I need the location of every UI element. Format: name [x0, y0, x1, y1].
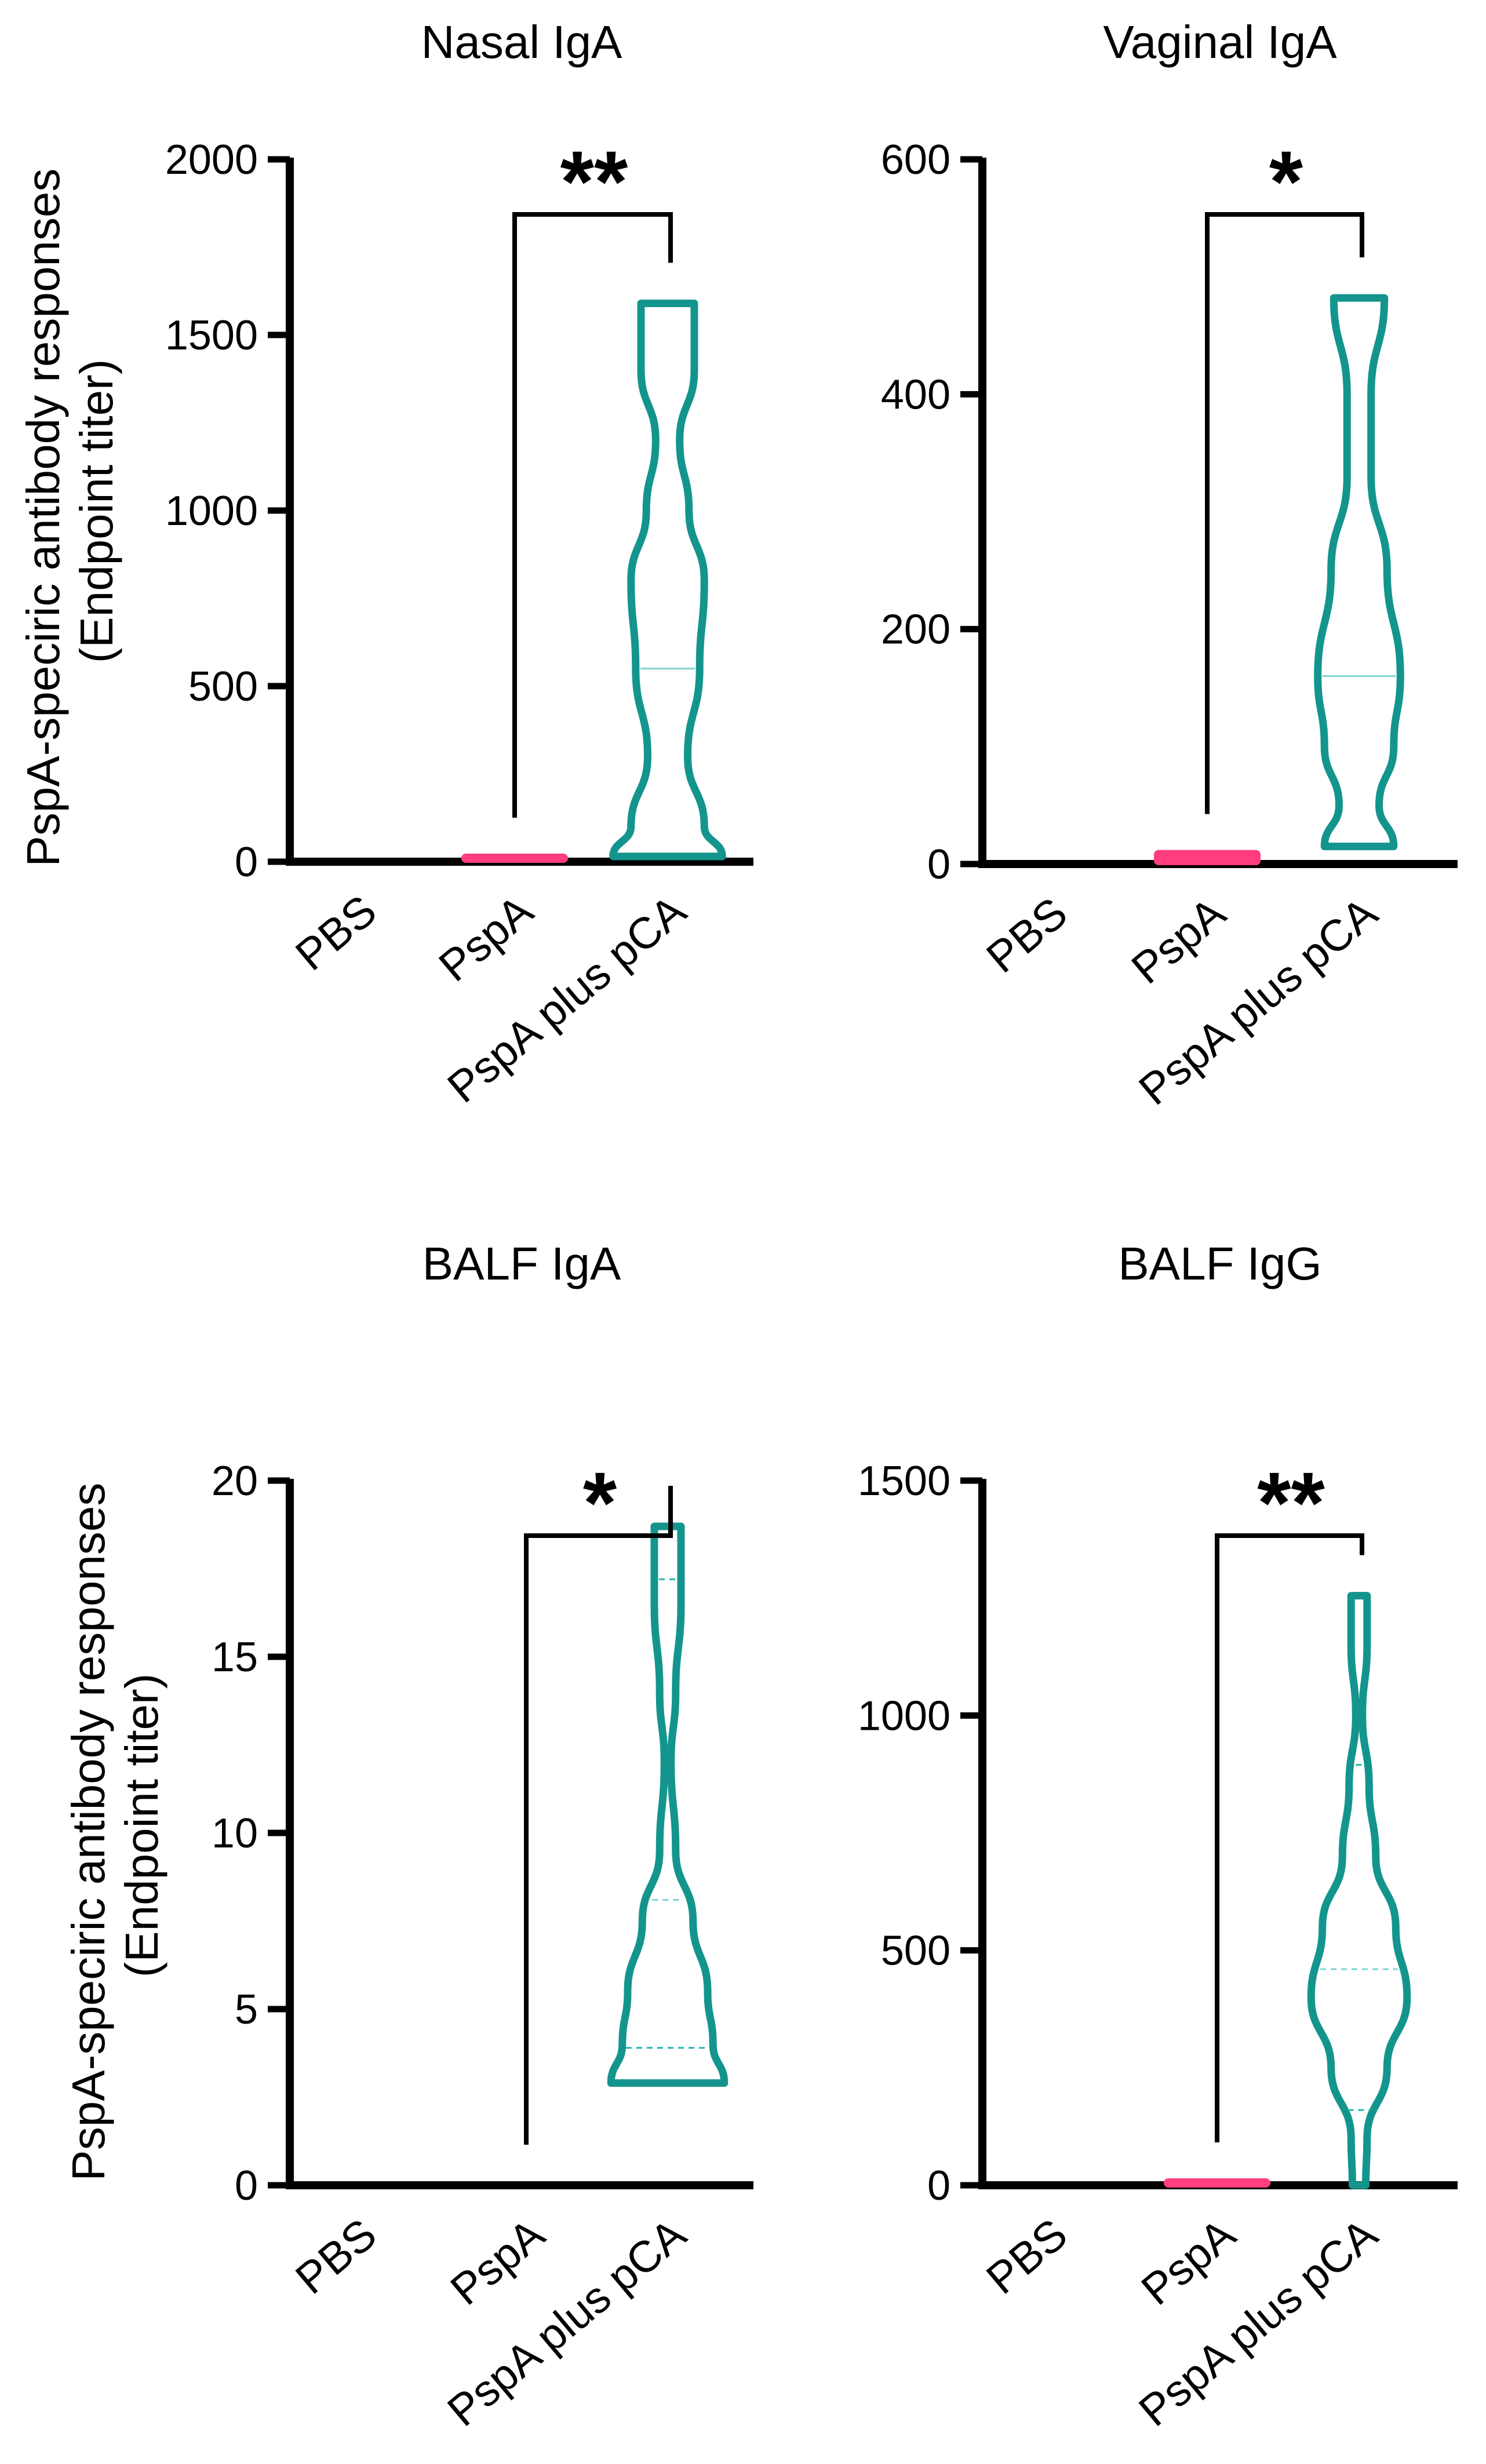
y-tick-label: 0	[235, 2163, 258, 2209]
y-tick-label: 10	[212, 1810, 258, 1857]
y-axis-label-top: PspA-speciric antibody responses (Endpoi…	[17, 155, 122, 866]
significance-bracket	[524, 1486, 673, 2145]
category-label: PspA	[442, 2209, 554, 2314]
y-axis-label-bottom-line1: PspA-speciric antibody responses	[63, 1483, 114, 2181]
y-tick-label: 5	[235, 1986, 258, 2033]
category-label: PspA	[430, 885, 542, 991]
y-tick-label: 600	[881, 137, 950, 183]
y-axis-label-bottom: PspA-speciric antibody responses (Endpoi…	[63, 1470, 167, 2181]
y-tick-label: 0	[927, 2163, 950, 2209]
category-label: PspA	[1123, 888, 1235, 993]
y-tick-label: 500	[881, 1928, 950, 1974]
y-tick-label: 1500	[165, 312, 258, 359]
y-tick-label: 1000	[165, 488, 258, 534]
category-label: PBS	[977, 2210, 1076, 2304]
y-tick-label: 0	[235, 839, 258, 885]
chart-title: BALF IgA	[423, 1238, 621, 1289]
y-tick-label: 0	[927, 841, 950, 888]
significance-stars: *	[1269, 133, 1303, 230]
significance-stars: *	[583, 1454, 617, 1551]
series-pspa-plus-pca-violin	[1314, 294, 1404, 851]
y-tick-label: 400	[881, 371, 950, 418]
category-label: PBS	[286, 2210, 385, 2304]
significance-bracket	[512, 212, 673, 818]
chart-title: BALF IgG	[1118, 1238, 1321, 1289]
y-axis-label-top-line2: (Endpoint titer)	[71, 359, 122, 664]
series-pspa	[461, 853, 568, 863]
series-pspa-plus-pca-violin	[1307, 1592, 1411, 2189]
series-pspa-plus-pca-violin	[609, 299, 726, 861]
chart-title: Nasal IgA	[421, 16, 622, 68]
significance-bracket	[1215, 1533, 1364, 2142]
y-tick-label: 1500	[858, 1458, 950, 1504]
y-axis-label-top-line1: PspA-speciric antibody responses	[17, 169, 69, 867]
y-tick-label: 2000	[165, 137, 258, 183]
y-tick-label: 200	[881, 607, 950, 653]
category-label: PBS	[286, 886, 385, 981]
significance-bracket	[1205, 212, 1364, 814]
series-pspa	[1164, 2178, 1270, 2188]
y-tick-label: 1000	[858, 1693, 950, 1739]
y-tick-label: 15	[212, 1634, 258, 1681]
y-axis-label-bottom-line2: (Endpoint titer)	[116, 1674, 167, 1978]
chart-title: Vaginal IgA	[1103, 16, 1337, 68]
significance-stars: **	[1257, 1454, 1325, 1551]
y-tick-label: 20	[212, 1458, 258, 1504]
category-label: PspA	[1132, 2209, 1245, 2314]
category-label: PspA plus pCA	[439, 2209, 695, 2436]
category-label: PBS	[977, 888, 1076, 983]
series-pspa-plus-pca-violin	[607, 1522, 729, 2087]
series-pspa	[1154, 850, 1261, 865]
category-label: PspA plus pCA	[1130, 2209, 1387, 2436]
significance-stars: **	[560, 133, 628, 230]
y-tick-label: 500	[188, 664, 258, 710]
